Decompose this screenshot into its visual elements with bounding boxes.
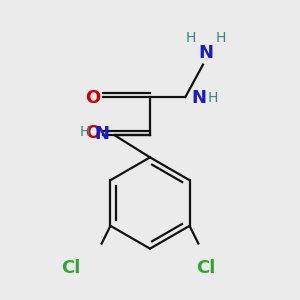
Text: Cl: Cl [196,259,216,277]
Text: N: N [191,89,206,107]
Text: O: O [85,124,100,142]
Text: H: H [186,31,196,45]
Text: H: H [80,125,90,139]
Text: N: N [198,44,213,62]
Text: O: O [85,89,100,107]
Text: N: N [94,125,109,143]
Text: H: H [215,31,226,45]
Text: H: H [208,92,218,106]
Text: Cl: Cl [61,259,80,277]
